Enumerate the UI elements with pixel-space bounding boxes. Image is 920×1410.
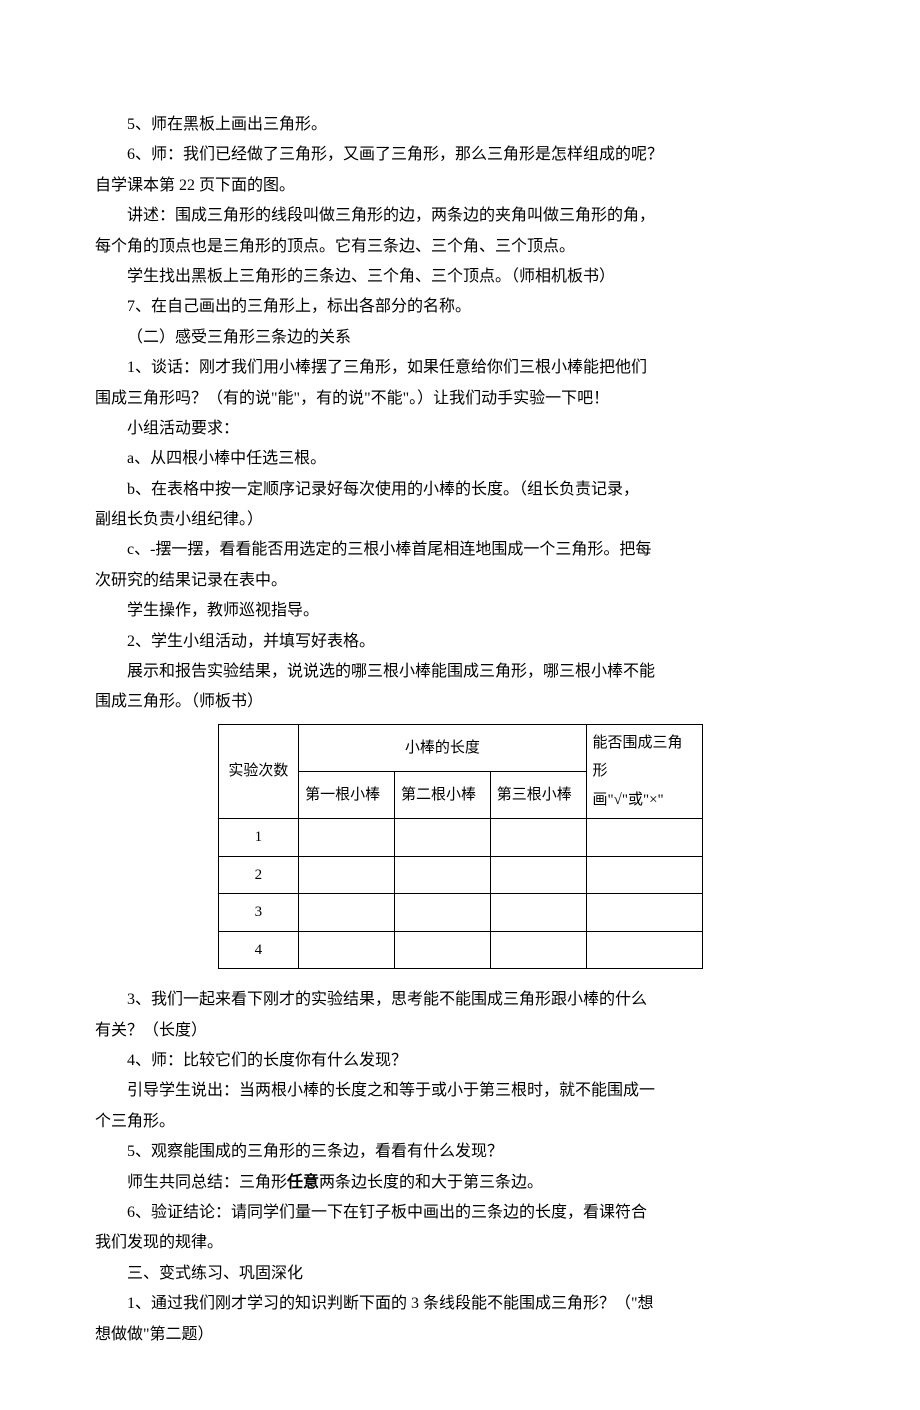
table-cell [586,856,702,894]
table-cell [299,819,395,857]
paragraph: 我们发现的规律。 [95,1228,825,1258]
paragraph: 学生找出黑板上三角形的三条边、三个角、三个顶点。（师相机板书） [95,262,825,292]
paragraph: 围成三角形吗？（有的说"能"，有的说"不能"。）让我们动手实验一下吧！ [95,384,825,414]
paragraph: c、-摆一摆，看看能否用选定的三根小棒首尾相连地围成一个三角形。把每 [95,535,825,565]
paragraph: 1、谈话：刚才我们用小棒摆了三角形，如果任意给你们三根小棒能把他们 [95,353,825,383]
table-cell-num: 2 [218,856,299,894]
paragraph: b、在表格中按一定顺序记录好每次使用的小棒的长度。（组长负责记录， [95,475,825,505]
table-header-result-line2: 画"√"或"×" [593,792,664,808]
table-cell [394,894,490,932]
paragraph: 师生共同总结：三角形任意两条边长度的和大于第三条边。 [95,1168,825,1198]
paragraph: 讲述：围成三角形的线段叫做三角形的边，两条边的夹角叫做三角形的角， [95,201,825,231]
paragraph: 三、变式练习、巩固深化 [95,1259,825,1289]
table-cell [394,931,490,969]
paragraph: 展示和报告实验结果，说说选的哪三根小棒能围成三角形，哪三根小棒不能 [95,657,825,687]
paragraph: 6、验证结论：请同学们量一下在钉子板中画出的三条边的长度，看课符合 [95,1198,825,1228]
paragraph: 引导学生说出：当两根小棒的长度之和等于或小于第三根时，就不能围成一 [95,1076,825,1106]
paragraph: 副组长负责小组纪律。） [95,505,825,535]
experiment-table: 实验次数 小棒的长度 能否围成三角形 画"√"或"×" 第一根小棒 第二根小棒 … [218,724,703,970]
table-cell [586,819,702,857]
text-segment: 师生共同总结：三角形 [127,1174,287,1191]
table-row: 2 [218,856,702,894]
paragraph: 次研究的结果记录在表中。 [95,566,825,596]
paragraph: 1、通过我们刚才学习的知识判断下面的 3 条线段能不能围成三角形？（"想 [95,1289,825,1319]
table-cell [586,931,702,969]
paragraph: 5、观察能围成的三角形的三条边，看看有什么发现？ [95,1137,825,1167]
table-header-result-line1: 能否围成三角形 [593,735,683,780]
table-cell [586,894,702,932]
paragraph: 6、师：我们已经做了三角形，又画了三角形，那么三角形是怎样组成的呢？ [95,140,825,170]
paragraph: 小组活动要求： [95,414,825,444]
table-cell [490,819,586,857]
paragraph: 想做做"第二题） [95,1320,825,1350]
paragraph: 3、我们一起来看下刚才的实验结果，思考能不能围成三角形跟小棒的什么 [95,985,825,1015]
table-cell [490,931,586,969]
table-cell [490,856,586,894]
paragraph: 7、在自己画出的三角形上，标出各部分的名称。 [95,292,825,322]
paragraph: 有关？（长度） [95,1016,825,1046]
table-cell [394,856,490,894]
paragraph: 2、学生小组活动，并填写好表格。 [95,627,825,657]
table-cell-num: 1 [218,819,299,857]
bold-text: 任意 [287,1174,319,1191]
paragraph: 学生操作，教师巡视指导。 [95,596,825,626]
paragraph: 4、师：比较它们的长度你有什么发现？ [95,1046,825,1076]
paragraph: 个三角形。 [95,1107,825,1137]
table-cell-num: 3 [218,894,299,932]
table-cell [394,819,490,857]
table-cell [299,894,395,932]
table-header-exp-count: 实验次数 [218,724,299,819]
table-header-result: 能否围成三角形 画"√"或"×" [586,724,702,819]
paragraph: 围成三角形。（师板书） [95,687,825,717]
paragraph: a、从四根小棒中任选三根。 [95,444,825,474]
paragraph: 自学课本第 22 页下面的图。 [95,171,825,201]
table-cell [299,931,395,969]
paragraph: 5、师在黑板上画出三角形。 [95,110,825,140]
table-row: 3 [218,894,702,932]
table-subheader-stick3: 第三根小棒 [490,772,586,819]
text-segment: 两条边长度的和大于第三条边。 [319,1174,543,1191]
table-header-stick-length: 小棒的长度 [299,724,586,771]
table-row: 1 [218,819,702,857]
paragraph: （二）感受三角形三条边的关系 [95,323,825,353]
table-cell-num: 4 [218,931,299,969]
paragraph: 每个角的顶点也是三角形的顶点。它有三条边、三个角、三个顶点。 [95,232,825,262]
table-cell [490,894,586,932]
table-subheader-stick1: 第一根小棒 [299,772,395,819]
table-row: 4 [218,931,702,969]
table-subheader-stick2: 第二根小棒 [394,772,490,819]
table-cell [299,856,395,894]
